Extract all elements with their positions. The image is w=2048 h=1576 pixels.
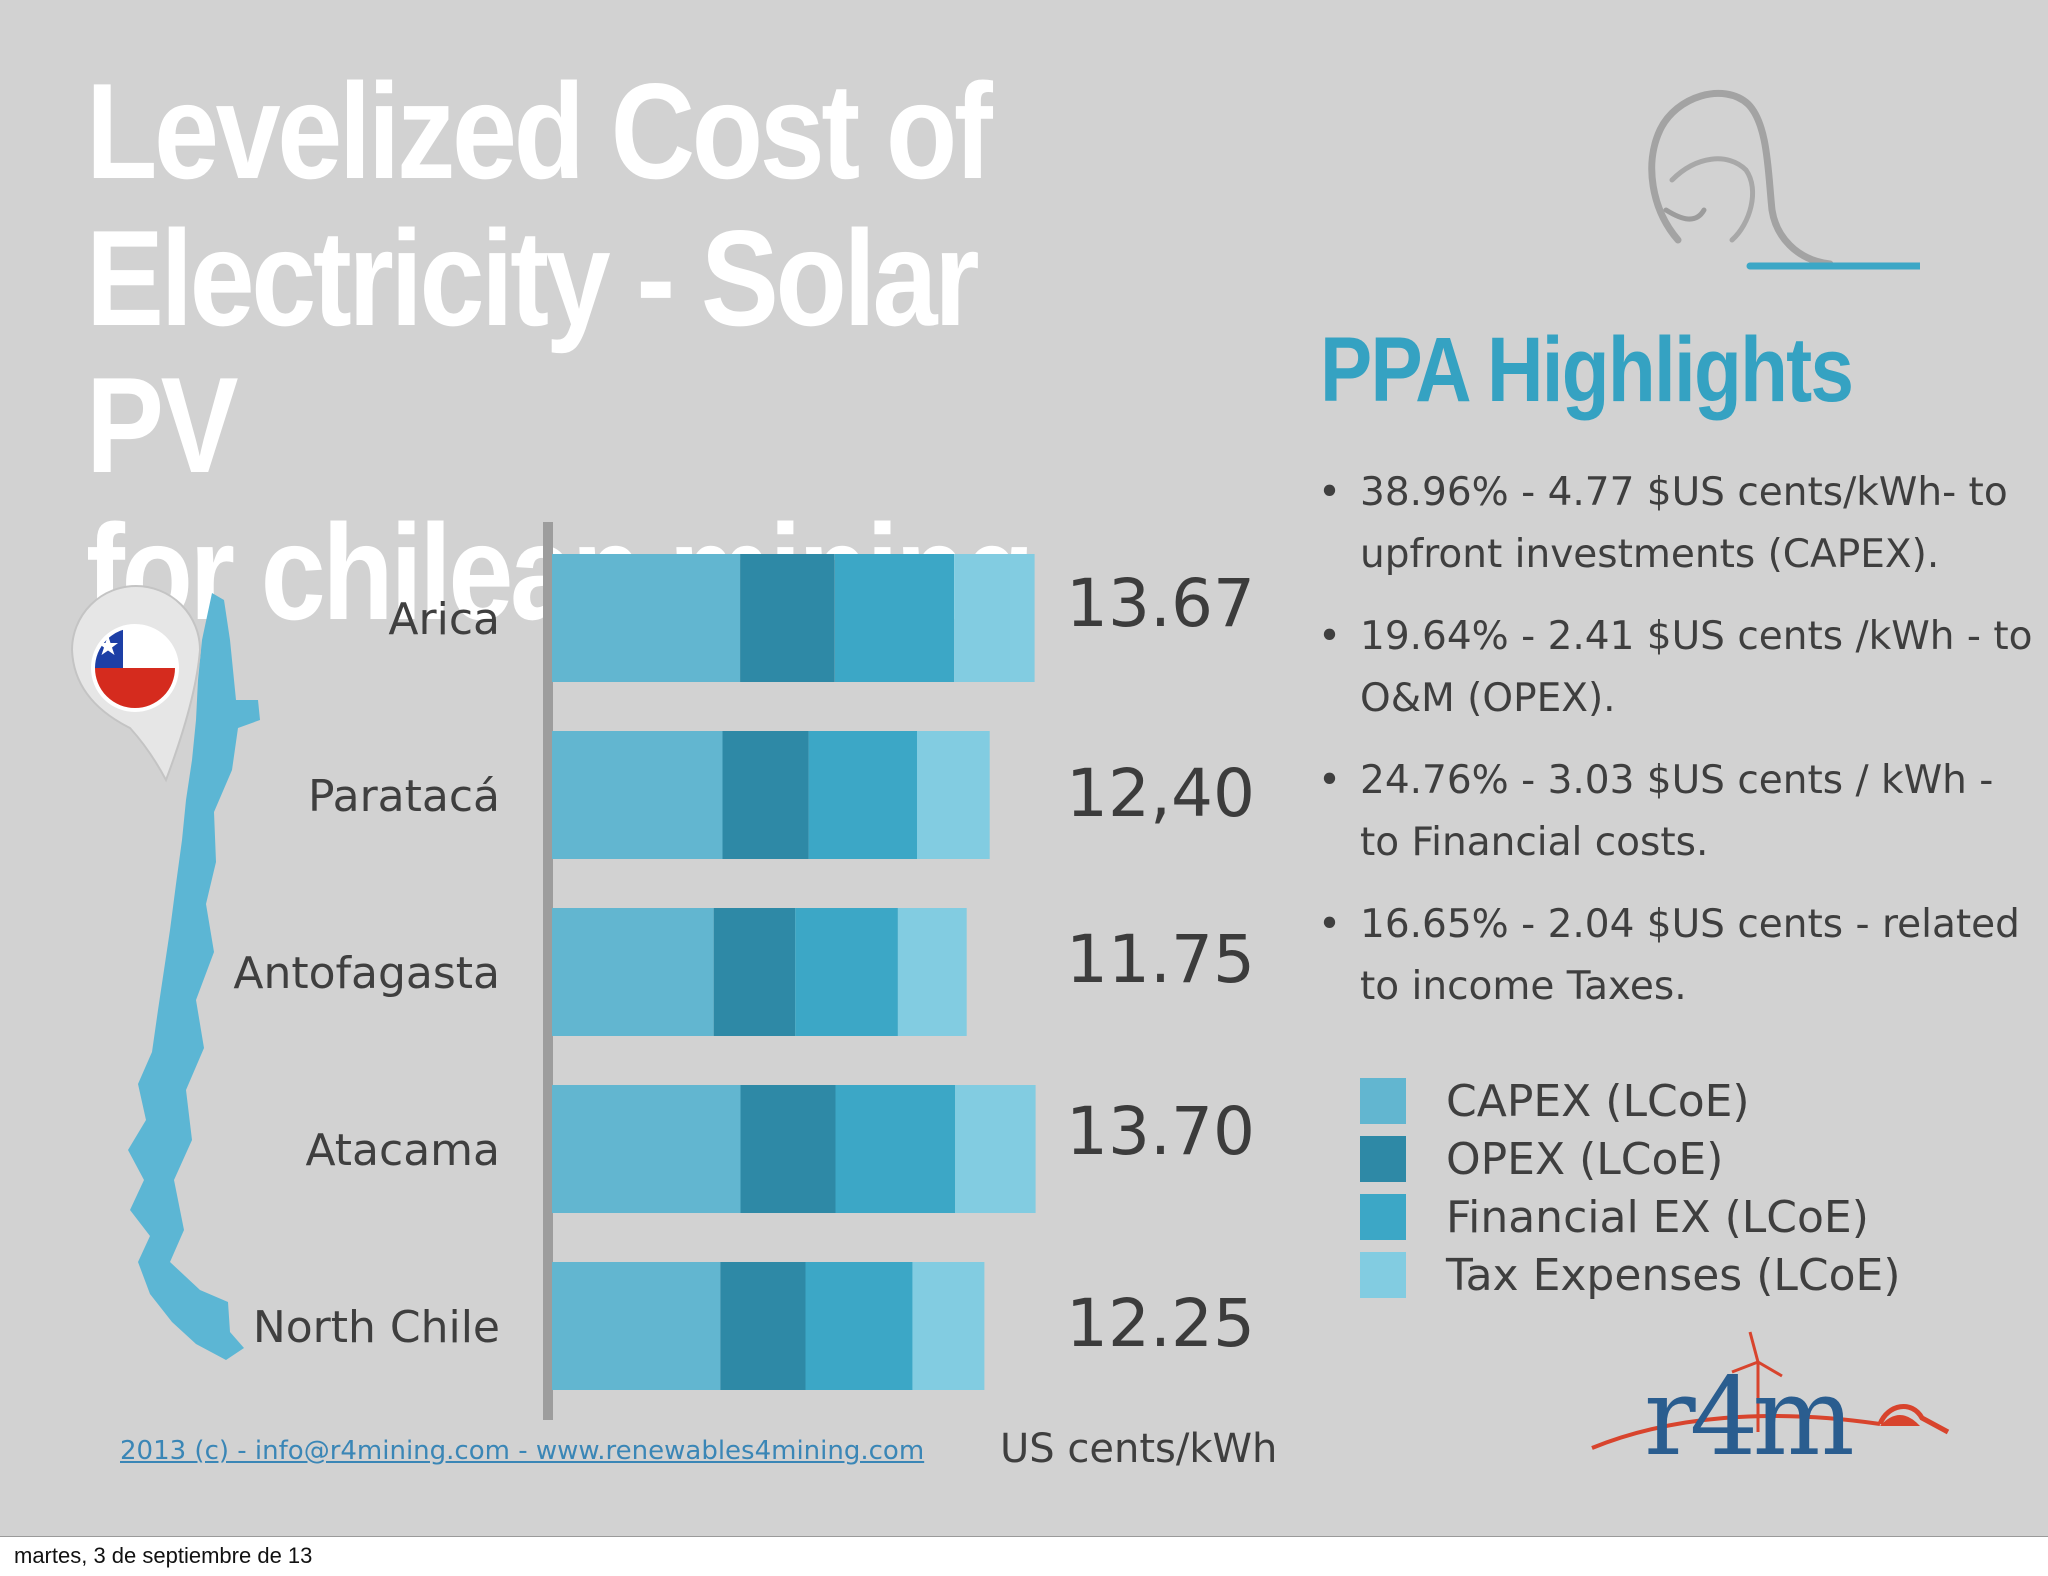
bullet-icon: • [1318, 614, 1342, 659]
highlight-text: 16.65% - 2.04 $US cents - related to inc… [1360, 902, 2020, 1009]
legend-label-opex: OPEX (LCoE) [1446, 1133, 1724, 1185]
ppa-highlights-title: PPA Highlights [1320, 319, 1854, 421]
title-line-1: Levelized Cost of [86, 55, 993, 207]
bullet-icon: • [1318, 902, 1342, 947]
chile-map-icon [128, 593, 260, 1360]
bar-tax-antofagasta [897, 908, 967, 1036]
legend-item-tax: Tax Expenses (LCoE) [1360, 1246, 1901, 1304]
bar-financial-arica [834, 554, 955, 682]
slide-date: martes, 3 de septiembre de 13 [14, 1543, 313, 1568]
category-label-arica: Arica [388, 594, 500, 645]
legend-label-tax: Tax Expenses (LCoE) [1446, 1249, 1901, 1301]
legend-label-financial: Financial EX (LCoE) [1446, 1191, 1869, 1243]
total-label-antofagasta: 11.75 [1066, 921, 1255, 998]
category-label-atacama: Atacama [305, 1125, 500, 1176]
list-item: • 19.64% - 2.41 $US cents /kWh - to O&M … [1318, 606, 2038, 730]
bar-tax-arica [954, 554, 1035, 682]
bar-capex-north-chile [552, 1262, 721, 1390]
bar-tax-north-chile [912, 1262, 985, 1390]
category-label-parataca: Paratacá [308, 771, 500, 822]
total-label-arica: 13.67 [1066, 565, 1255, 642]
list-item: • 38.96% - 4.77 $US cents/kWh- to upfront… [1318, 462, 2038, 586]
y-axis-line [543, 522, 553, 1420]
r4m-logo: r4m [1591, 1331, 1950, 1480]
bar-capex-atacama [552, 1085, 741, 1213]
bar-opex-arica [740, 554, 835, 682]
footer-contact-link[interactable]: 2013 (c) - info@r4mining.com - www.renew… [120, 1436, 925, 1466]
bar-tax-atacama [955, 1085, 1036, 1213]
highlight-text: 19.64% - 2.41 $US cents /kWh - to O&M (O… [1360, 614, 2033, 721]
highlight-text: 38.96% - 4.77 $US cents/kWh- to upfront … [1360, 470, 2008, 577]
bar-opex-north-chile [720, 1262, 806, 1390]
legend-item-capex: CAPEX (LCoE) [1360, 1072, 1901, 1130]
total-label-parataca: 12,40 [1066, 755, 1255, 832]
wind-turbine-icon [1731, 1331, 1783, 1432]
list-item: • 24.76% - 3.03 $US cents / kWh - to Fina… [1318, 750, 2038, 874]
total-label-atacama: 13.70 [1066, 1093, 1255, 1170]
sketch-logo-icon [1648, 90, 1920, 270]
bar-segments [552, 554, 1036, 1390]
x-axis-unit-label: US cents/kWh [1000, 1426, 1277, 1472]
chile-flag-icon [70, 585, 202, 783]
bar-financial-antofagasta [795, 908, 898, 1036]
bullet-icon: • [1318, 758, 1342, 803]
bar-financial-parataca [808, 731, 917, 859]
legend-swatch-financial [1360, 1194, 1406, 1240]
bar-capex-arica [552, 554, 741, 682]
legend-swatch-capex [1360, 1078, 1406, 1124]
bullet-icon: • [1318, 470, 1342, 515]
r4m-logo-text: r4m [1644, 1355, 1852, 1480]
title-line-2: Electricity - Solar PV [86, 202, 980, 501]
bar-financial-atacama [835, 1085, 956, 1213]
legend-swatch-tax [1360, 1252, 1406, 1298]
total-label-north-chile: 12.25 [1066, 1285, 1255, 1362]
page-title: Levelized Cost of Electricity - Solar PV… [86, 58, 1152, 646]
bar-opex-parataca [722, 731, 809, 859]
legend-swatch-opex [1360, 1136, 1406, 1182]
legend-item-financial: Financial EX (LCoE) [1360, 1188, 1901, 1246]
category-label-antofagasta: Antofagasta [233, 948, 500, 999]
bar-financial-north-chile [805, 1262, 913, 1390]
list-item: • 16.65% - 2.04 $US cents - related to in… [1318, 894, 2038, 1018]
highlight-text: 24.76% - 3.03 $US cents / kWh - to Finan… [1360, 758, 1994, 865]
legend-label-capex: CAPEX (LCoE) [1446, 1075, 1750, 1127]
legend-item-opex: OPEX (LCoE) [1360, 1130, 1901, 1188]
bar-capex-antofagasta [552, 908, 714, 1036]
bar-opex-antofagasta [713, 908, 796, 1036]
bar-tax-parataca [917, 731, 990, 859]
lcoe-bar-chart: Arica Paratacá Antofagasta Atacama North… [70, 522, 1277, 1472]
ppa-highlights-list: • 38.96% - 4.77 $US cents/kWh- to upfront… [1318, 462, 2038, 1038]
chart-legend: CAPEX (LCoE) OPEX (LCoE) Financial EX (L… [1360, 1072, 1901, 1304]
slide: Levelized Cost of Electricity - Solar PV… [0, 0, 2048, 1537]
category-label-north-chile: North Chile [253, 1302, 500, 1353]
bar-capex-parataca [552, 731, 723, 859]
bar-opex-atacama [740, 1085, 836, 1213]
